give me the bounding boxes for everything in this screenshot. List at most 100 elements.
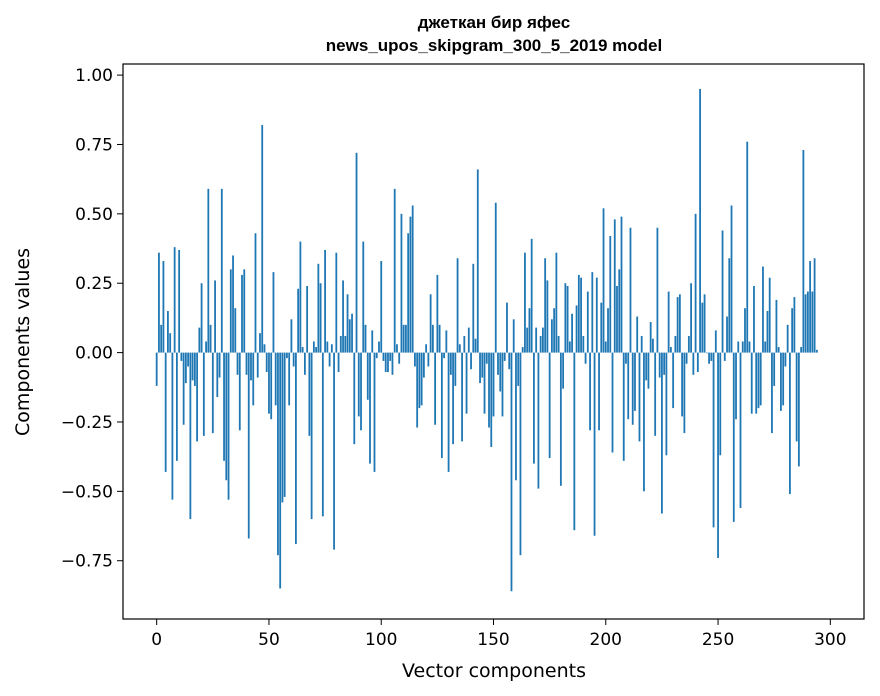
x-axis-label: Vector components	[402, 660, 586, 682]
bar	[714, 330, 717, 353]
x-tick-label: 200	[590, 630, 622, 650]
bar	[366, 352, 369, 400]
bar	[811, 291, 814, 353]
bar	[483, 352, 486, 414]
bar	[164, 352, 167, 472]
bar	[182, 352, 185, 425]
bar	[227, 352, 230, 500]
bar	[288, 352, 291, 406]
bar	[730, 205, 733, 353]
bar	[384, 352, 387, 373]
bar	[665, 352, 668, 456]
y-tick-label: −0.50	[61, 482, 113, 502]
bar	[535, 327, 538, 353]
bar	[499, 352, 502, 392]
bar	[254, 233, 257, 353]
bar	[488, 352, 490, 428]
bar	[162, 261, 165, 353]
bar	[775, 299, 778, 353]
bar	[158, 252, 160, 353]
bar	[396, 344, 398, 353]
bar	[490, 352, 493, 447]
bar	[272, 272, 275, 353]
bar	[611, 352, 614, 453]
bar	[431, 324, 434, 353]
bar	[786, 324, 789, 353]
bar	[393, 188, 396, 353]
bar	[472, 263, 475, 353]
bar	[342, 280, 344, 353]
bar	[584, 352, 587, 364]
bar	[452, 352, 454, 445]
bar	[225, 352, 228, 481]
bar	[317, 263, 320, 353]
bar	[553, 308, 556, 353]
bar	[268, 352, 270, 414]
bar	[461, 352, 463, 442]
chart-subtitle: news_upos_skipgram_300_5_2019 model	[326, 36, 662, 55]
bar	[299, 241, 302, 353]
bar	[155, 352, 158, 386]
bar	[753, 286, 755, 353]
bar	[515, 352, 517, 481]
bar	[726, 316, 728, 353]
bar	[645, 352, 648, 381]
bar	[629, 227, 632, 353]
x-tick-label: 100	[365, 630, 397, 650]
bar	[755, 352, 758, 414]
chart-title: джеткан бир яфес	[418, 13, 570, 32]
bar	[647, 352, 650, 389]
bar	[777, 347, 780, 353]
bar	[241, 274, 243, 353]
bar	[398, 352, 401, 364]
bar	[355, 152, 358, 353]
bars-group	[155, 88, 818, 592]
y-tick-label: −0.25	[61, 413, 113, 433]
bar	[418, 352, 421, 409]
bar	[539, 335, 542, 353]
bar	[559, 352, 562, 486]
bar	[167, 310, 169, 353]
bar	[580, 277, 582, 353]
x-tick-label: 250	[702, 630, 734, 650]
bar	[443, 352, 445, 359]
bar	[784, 352, 787, 367]
bar	[234, 308, 237, 353]
y-tick-label: 0.75	[75, 135, 113, 155]
bar	[420, 352, 423, 406]
bar	[690, 283, 692, 353]
bar	[762, 266, 764, 353]
bar	[699, 88, 701, 353]
bar	[618, 269, 621, 353]
bar	[750, 352, 753, 414]
bar	[804, 294, 807, 353]
bar	[380, 261, 383, 353]
bar	[479, 352, 481, 384]
bar	[209, 324, 212, 353]
bar	[658, 352, 661, 378]
bar	[330, 344, 333, 353]
bar	[701, 302, 704, 353]
bar	[746, 141, 749, 353]
bar	[566, 286, 569, 353]
bar	[723, 352, 726, 361]
bar	[598, 352, 600, 431]
bar	[573, 352, 576, 531]
x-axis-ticks: 0 50 100 150 200 250 300	[151, 619, 847, 650]
bar	[265, 352, 268, 373]
bar	[521, 347, 524, 353]
bar	[678, 294, 681, 353]
bar	[407, 233, 410, 353]
bar	[238, 352, 241, 431]
bar	[519, 352, 522, 556]
bar	[728, 258, 731, 353]
bar	[510, 352, 513, 592]
bar	[259, 333, 261, 353]
bar	[283, 352, 286, 497]
bar	[789, 352, 791, 495]
y-axis-label: Components values	[12, 248, 34, 436]
bar	[643, 352, 645, 492]
bar	[557, 335, 560, 353]
bar	[339, 335, 342, 353]
bar	[214, 280, 216, 353]
